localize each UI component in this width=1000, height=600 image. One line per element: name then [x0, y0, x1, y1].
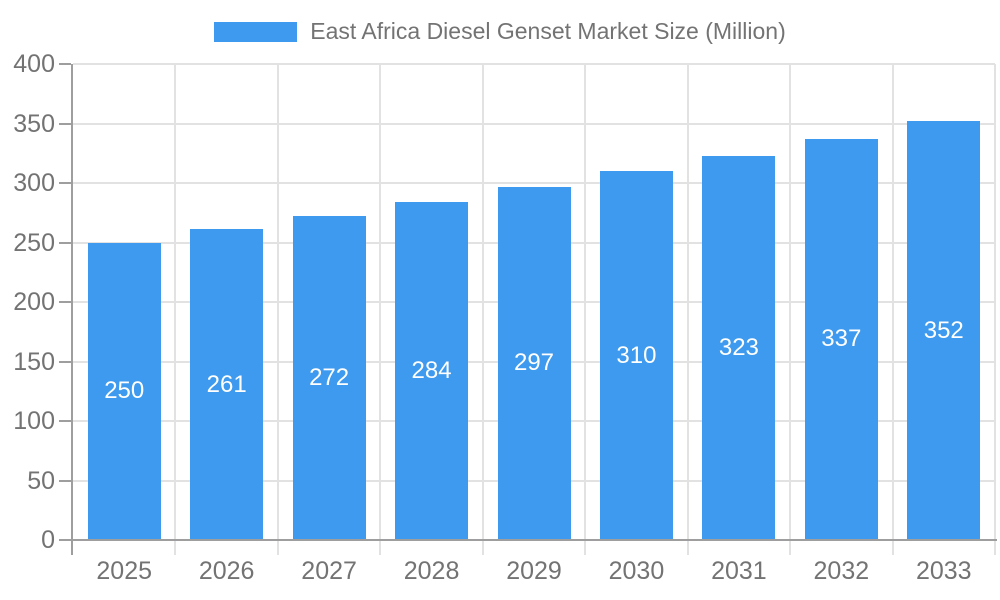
bar-value-label: 272 [309, 364, 350, 392]
x-axis-label: 2028 [403, 557, 460, 585]
y-axis-label: 200 [13, 288, 55, 316]
y-axis-label: 400 [13, 50, 55, 78]
x-axis-label: 2026 [198, 557, 255, 585]
v-gridline [174, 64, 177, 555]
v-gridline [686, 64, 689, 555]
h-gridline [73, 122, 995, 125]
y-tick [59, 420, 71, 422]
bar-value-label: 323 [718, 333, 759, 361]
x-axis-label: 2032 [813, 557, 870, 585]
bar: 297 [497, 186, 571, 540]
y-axis-label: 0 [41, 526, 55, 554]
bar: 250 [87, 242, 161, 540]
bar: 284 [395, 202, 469, 540]
bar: 261 [190, 229, 264, 540]
bar: 337 [804, 138, 878, 540]
bar: 323 [702, 155, 776, 540]
bar-value-label: 352 [923, 316, 964, 344]
y-axis-label: 250 [13, 228, 55, 257]
v-gridline [789, 64, 792, 555]
x-axis-line [71, 539, 997, 541]
y-axis-label: 350 [13, 109, 55, 138]
x-axis-label: 2030 [608, 557, 665, 585]
y-tick [59, 539, 71, 541]
y-tick [59, 182, 71, 184]
y-tick [59, 63, 71, 65]
v-gridline [276, 64, 279, 555]
y-axis-label: 100 [13, 407, 55, 435]
x-axis-label: 2031 [711, 557, 767, 585]
legend-item[interactable]: East Africa Diesel Genset Market Size (M… [0, 18, 1000, 45]
v-gridline [891, 64, 894, 555]
bar-value-label: 310 [616, 341, 657, 369]
bar: 352 [907, 121, 981, 540]
y-tick [59, 301, 71, 303]
bar-value-label: 297 [513, 349, 555, 377]
x-axis-label: 2027 [301, 557, 357, 585]
bar: 272 [292, 216, 366, 540]
h-gridline [73, 63, 995, 65]
v-gridline [379, 64, 382, 555]
bar-value-label: 250 [104, 377, 145, 405]
v-gridline [994, 64, 996, 555]
x-axis-label: 2033 [915, 557, 972, 585]
bar-value-label: 284 [411, 357, 452, 384]
y-axis-label: 150 [13, 347, 55, 376]
bar: 310 [599, 171, 673, 540]
v-gridline [584, 64, 587, 555]
h-gridline [73, 182, 995, 184]
y-axis-line [71, 64, 73, 555]
y-axis-label: 50 [27, 466, 55, 495]
bar-value-label: 337 [821, 325, 862, 353]
bar-value-label: 261 [206, 370, 247, 398]
y-tick [59, 122, 71, 125]
y-axis-label: 300 [13, 169, 55, 197]
y-tick [59, 241, 71, 244]
y-tick [59, 360, 71, 363]
legend-label: East Africa Diesel Genset Market Size (M… [310, 18, 786, 44]
y-tick [59, 479, 71, 482]
v-gridline [481, 64, 484, 555]
legend-swatch [214, 21, 298, 42]
x-axis-label: 2025 [96, 557, 153, 585]
x-axis-label: 2029 [506, 557, 562, 585]
